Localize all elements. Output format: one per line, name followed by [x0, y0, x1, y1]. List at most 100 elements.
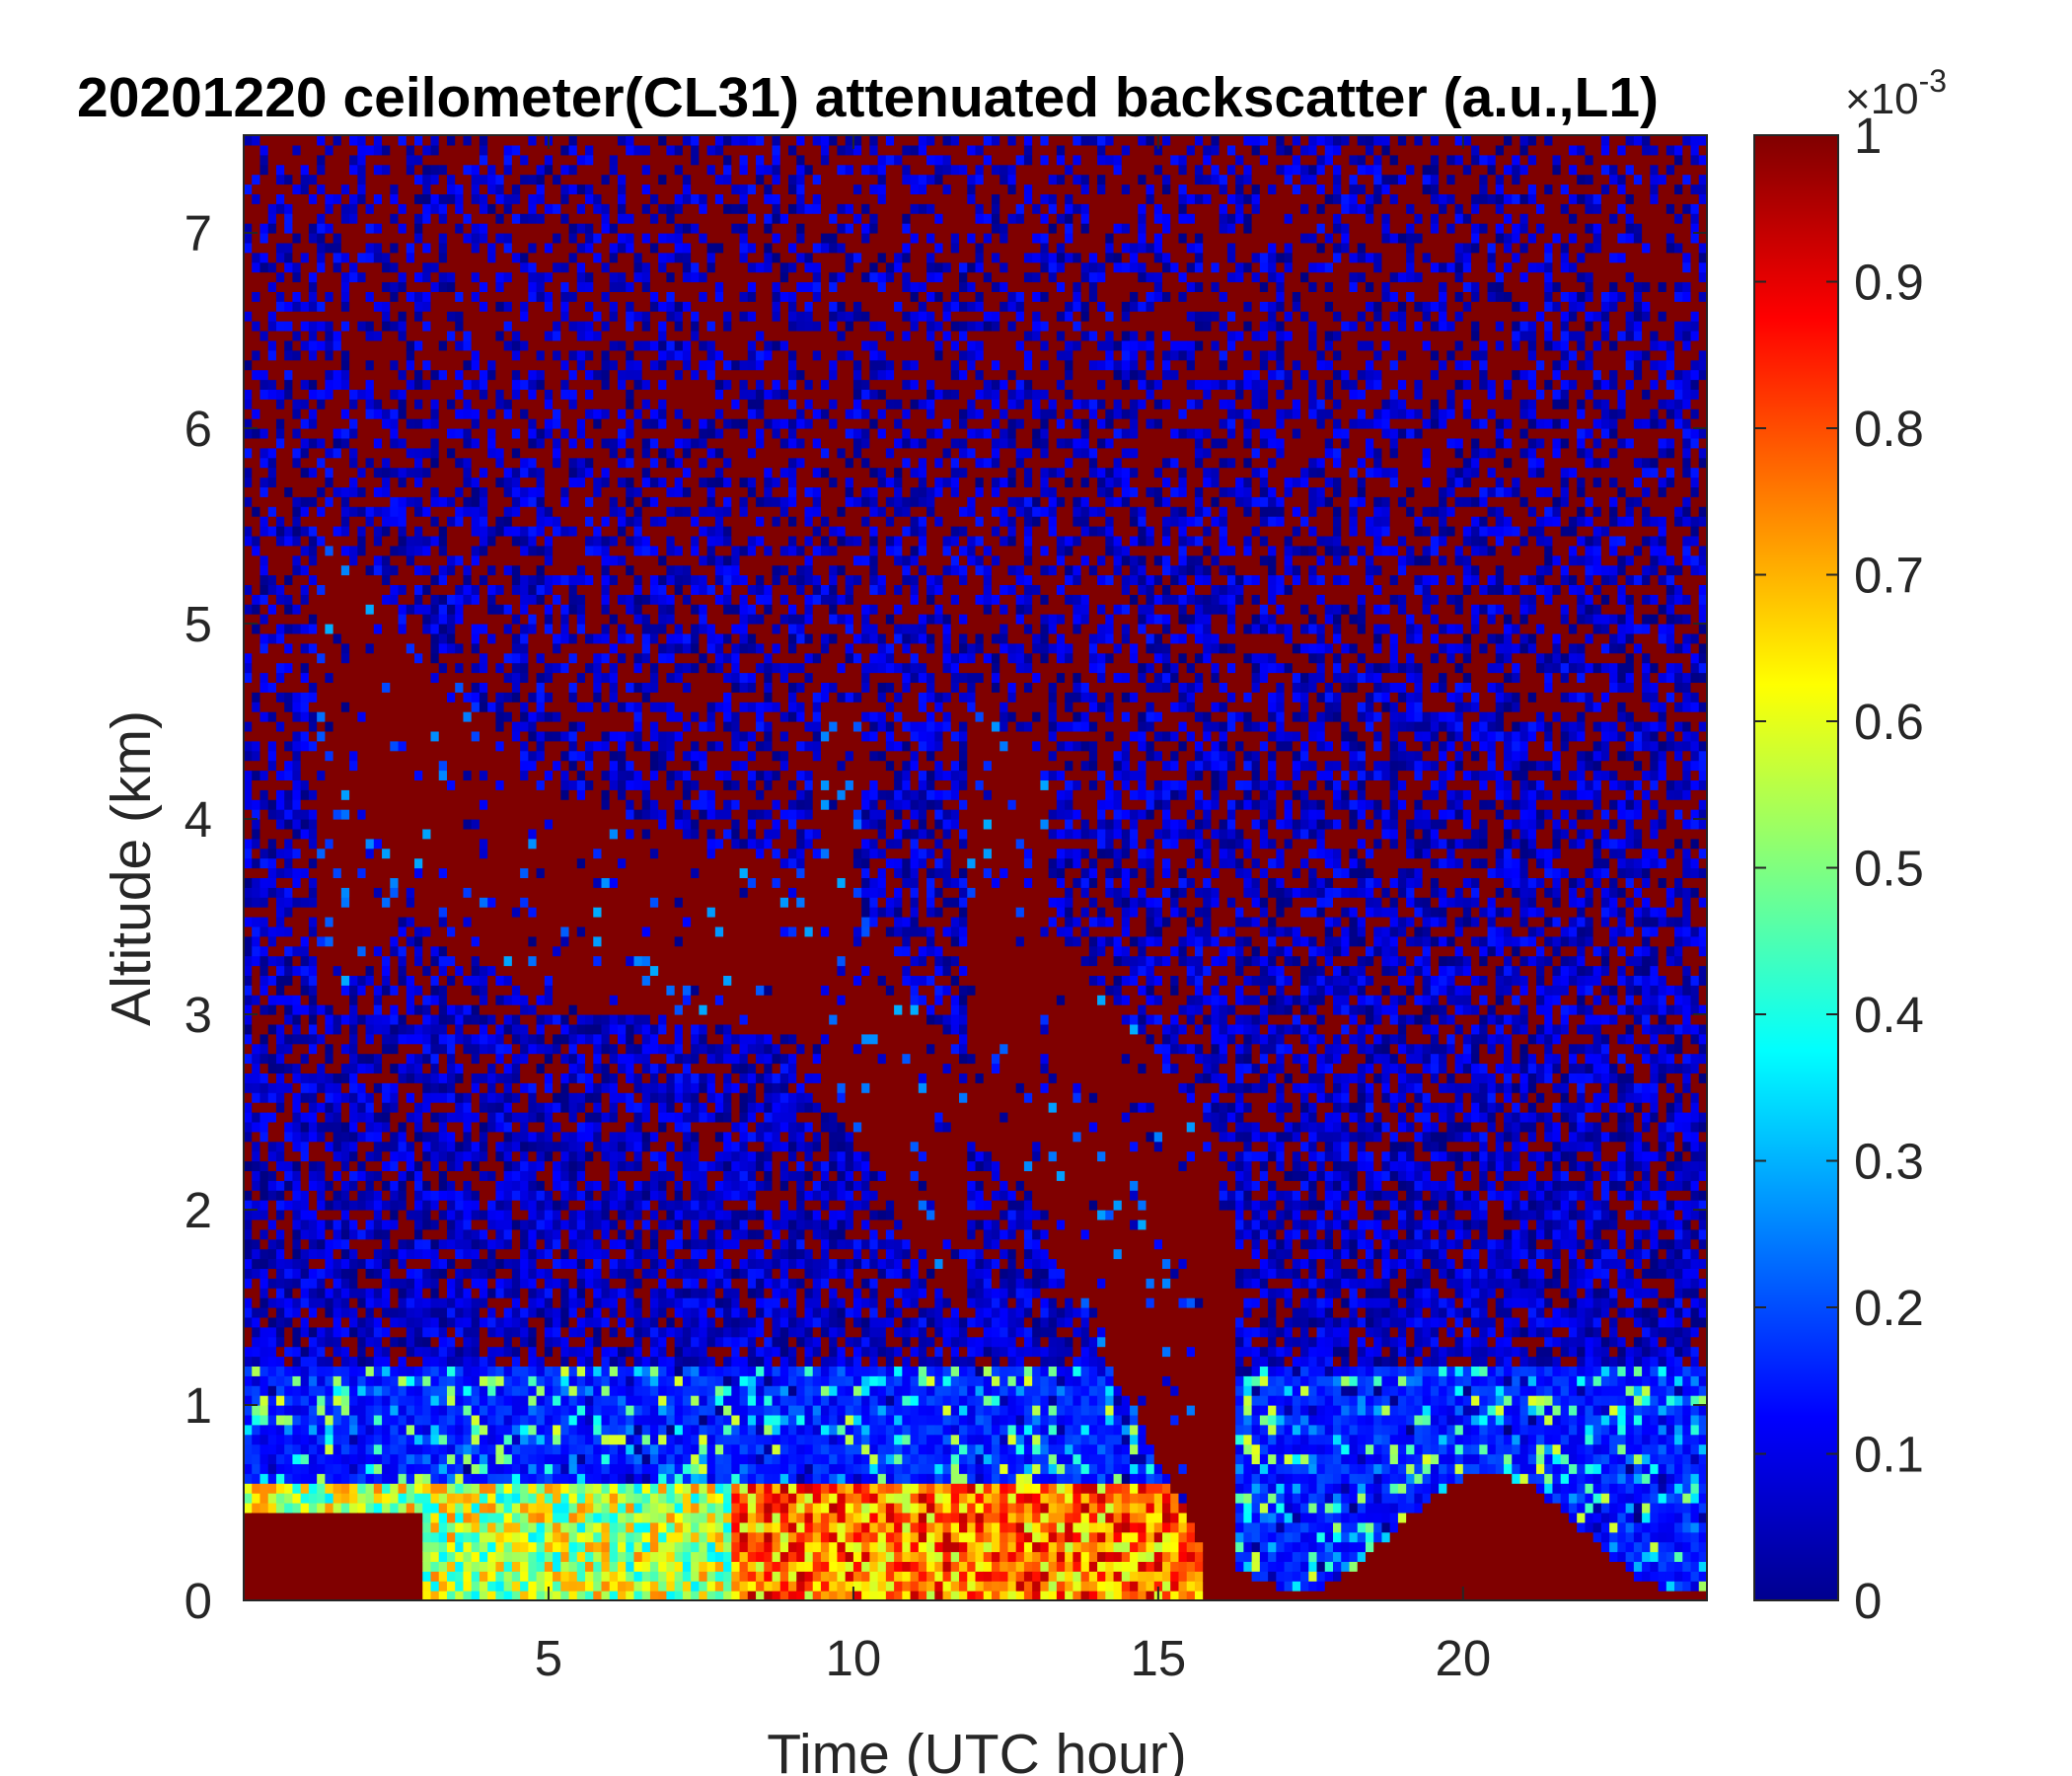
heatmap-cell — [446, 1591, 456, 1600]
heatmap-cell — [471, 506, 481, 517]
heatmap-cell — [382, 584, 391, 595]
heatmap-cell — [463, 975, 473, 986]
heatmap-cell — [308, 369, 318, 381]
heatmap-cell — [463, 369, 473, 381]
heatmap-cell — [479, 1228, 488, 1240]
heatmap-cell — [495, 1238, 505, 1250]
heatmap-cell — [446, 809, 456, 820]
heatmap-cell — [292, 516, 302, 527]
heatmap-cell — [340, 740, 350, 752]
heatmap-cell — [414, 1023, 423, 1035]
heatmap-cell — [455, 662, 465, 674]
heatmap-cell — [244, 1258, 253, 1269]
heatmap-cell — [365, 1551, 375, 1562]
heatmap-cell — [365, 907, 375, 918]
heatmap-cell — [406, 955, 415, 967]
heatmap-cell — [300, 1131, 310, 1143]
heatmap-cell — [398, 301, 407, 312]
heatmap-cell — [479, 1414, 488, 1426]
heatmap-cell — [406, 1228, 415, 1240]
heatmap-cell — [414, 1121, 423, 1133]
heatmap-cell — [438, 457, 448, 469]
heatmap-cell — [446, 545, 456, 556]
heatmap-cell — [446, 389, 456, 400]
heatmap-cell — [340, 1453, 350, 1464]
heatmap-cell — [479, 1258, 488, 1269]
heatmap-cell — [511, 1190, 521, 1201]
heatmap-cell — [471, 692, 481, 703]
heatmap-cell — [244, 331, 253, 341]
heatmap-cell — [455, 574, 465, 585]
heatmap-cell — [471, 526, 481, 537]
heatmap-cell — [317, 154, 326, 166]
heatmap-cell — [292, 877, 302, 888]
heatmap-cell — [406, 1102, 415, 1113]
heatmap-cell — [414, 614, 423, 625]
heatmap-cell — [333, 164, 342, 176]
heatmap-cell — [357, 477, 367, 487]
heatmap-cell — [471, 955, 481, 967]
heatmap-cell — [308, 838, 318, 850]
heatmap-cell — [308, 1473, 318, 1484]
heatmap-cell — [317, 349, 326, 361]
heatmap-cell — [390, 935, 400, 947]
heatmap-cell — [438, 1424, 448, 1436]
heatmap-cell — [463, 652, 473, 664]
heatmap-cell — [430, 624, 440, 634]
heatmap-cell — [292, 848, 302, 859]
heatmap-cell — [398, 1190, 407, 1201]
heatmap-cell — [382, 1561, 391, 1572]
heatmap-cell — [495, 1581, 505, 1591]
heatmap-cell — [365, 1200, 375, 1211]
heatmap-cell — [317, 1180, 326, 1191]
heatmap-cell — [430, 770, 440, 780]
heatmap-cell — [365, 848, 375, 859]
heatmap-cell — [479, 1561, 488, 1572]
heatmap-cell — [365, 184, 375, 194]
heatmap-cell — [487, 399, 497, 409]
heatmap-cell — [471, 331, 481, 341]
heatmap-cell — [414, 359, 423, 371]
heatmap-cell — [463, 1561, 473, 1572]
heatmap-cell — [349, 740, 358, 752]
heatmap-cell — [390, 408, 400, 419]
heatmap-cell — [292, 477, 302, 487]
heatmap-cell — [267, 1521, 277, 1533]
heatmap-cell — [414, 1395, 423, 1406]
heatmap-cell — [325, 164, 334, 176]
heatmap-cell — [308, 281, 318, 292]
heatmap-cell — [398, 1531, 407, 1543]
heatmap-cell — [244, 1043, 253, 1055]
heatmap-cell — [398, 184, 407, 194]
heatmap-cell — [308, 1316, 318, 1328]
heatmap-cell — [373, 1014, 383, 1025]
heatmap-cell — [414, 418, 423, 429]
heatmap-cell — [252, 526, 261, 537]
heatmap-cell — [414, 1268, 423, 1279]
heatmap-cell — [317, 1453, 326, 1464]
heatmap-cell — [422, 1278, 432, 1289]
heatmap-cell — [365, 339, 375, 351]
heatmap-cell — [300, 281, 310, 292]
heatmap-cell — [333, 301, 342, 312]
heatmap-cell — [373, 975, 383, 986]
heatmap-cell — [430, 135, 440, 146]
heatmap-cell — [244, 271, 253, 283]
heatmap-cell — [503, 672, 513, 683]
heatmap-cell — [333, 213, 342, 224]
heatmap-cell — [503, 1521, 513, 1533]
heatmap-cell — [438, 1092, 448, 1103]
heatmap-cell — [325, 1238, 334, 1250]
heatmap-cell — [438, 1385, 448, 1396]
heatmap-cell — [308, 828, 318, 840]
heatmap-cell — [438, 1366, 448, 1376]
heatmap-cell — [422, 1238, 432, 1250]
heatmap-cell — [267, 1385, 277, 1396]
heatmap-cell — [438, 789, 448, 800]
heatmap-cell — [325, 408, 334, 419]
heatmap-cell — [284, 281, 294, 292]
heatmap-cell — [382, 662, 391, 674]
heatmap-cell — [495, 985, 505, 996]
heatmap-cell — [373, 535, 383, 547]
heatmap-cell — [455, 1521, 465, 1533]
